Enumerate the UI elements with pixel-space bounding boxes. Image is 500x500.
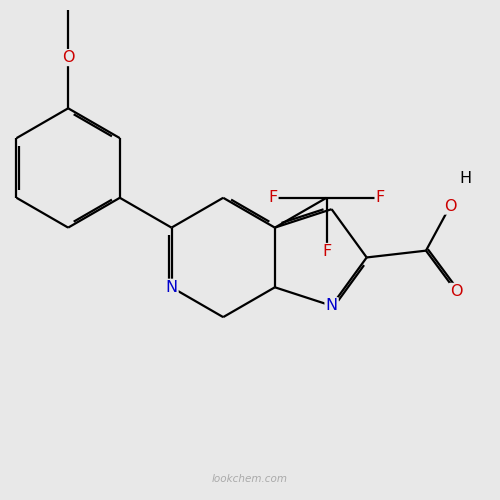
Text: O: O	[450, 284, 462, 299]
Text: N: N	[326, 298, 338, 313]
Text: F: F	[268, 190, 278, 206]
Text: F: F	[376, 190, 385, 206]
Text: O: O	[62, 50, 74, 65]
Text: H: H	[459, 171, 471, 186]
Text: F: F	[322, 244, 331, 259]
Text: N: N	[166, 280, 177, 295]
Text: lookchem.com: lookchem.com	[212, 474, 288, 484]
Text: O: O	[444, 198, 456, 214]
